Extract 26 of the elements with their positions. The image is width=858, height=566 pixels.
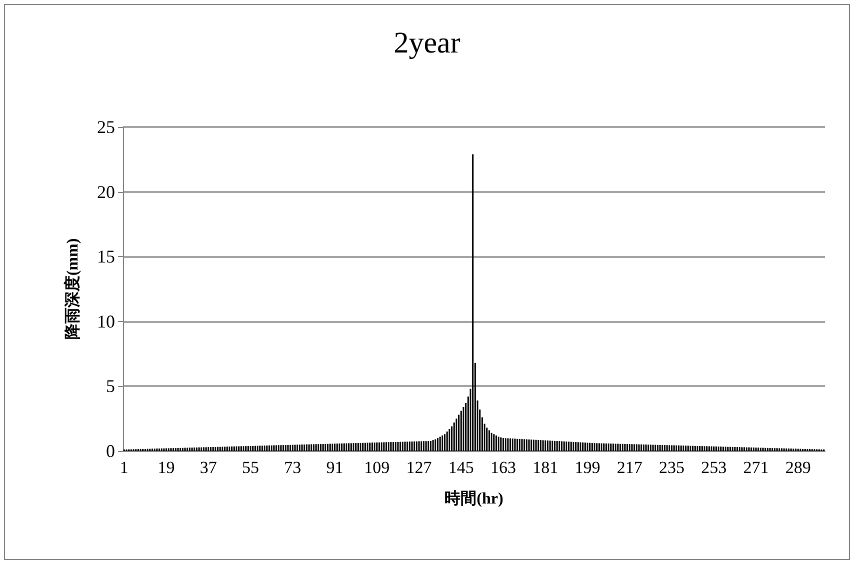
x-tick-label: 109: [364, 458, 390, 477]
y-tick-label: 10: [97, 311, 115, 332]
x-tick-label: 253: [701, 458, 727, 477]
y-tick-label: 15: [97, 246, 115, 267]
x-tick-label: 181: [532, 458, 558, 477]
x-axis-title: 時間(hr): [444, 490, 504, 508]
y-axis-title: 降雨深度(mm): [62, 238, 82, 340]
chart-title: 2year: [394, 26, 460, 60]
y-tick-label: 25: [97, 117, 115, 137]
y-tick-label: 0: [106, 441, 115, 461]
x-tick-label: 91: [326, 458, 344, 477]
x-tick-label: 19: [158, 458, 175, 477]
x-tick-label: 127: [406, 458, 432, 477]
x-tick-label: 55: [242, 458, 260, 477]
x-tick-label: 145: [448, 458, 474, 477]
y-tick-label: 20: [97, 182, 115, 202]
x-tick-label: 289: [785, 458, 811, 477]
x-tick-label: 163: [490, 458, 516, 477]
x-tick-label: 199: [574, 458, 600, 477]
x-tick-label: 271: [743, 458, 769, 477]
x-tick-label: 73: [284, 458, 302, 477]
x-tick-label: 37: [200, 458, 218, 477]
x-tick-label: 235: [658, 458, 684, 477]
x-tick-label: 1: [120, 458, 128, 477]
x-tick-label: 217: [616, 458, 643, 477]
y-tick-label: 5: [106, 376, 115, 396]
